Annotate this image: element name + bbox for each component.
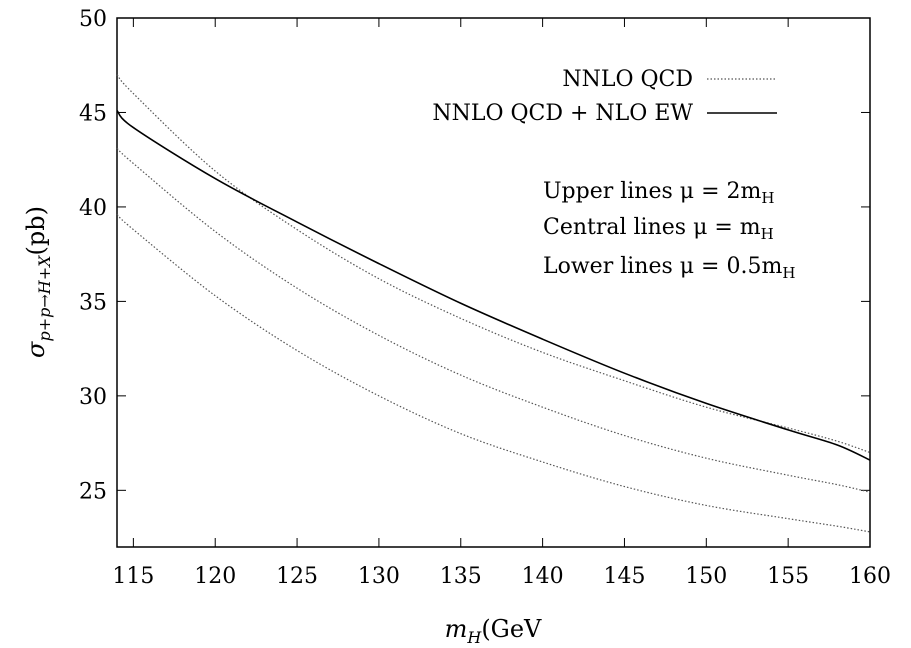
series-central-nnlo-qcd [116, 147, 871, 493]
y-tick-label: 45 [79, 101, 107, 126]
axis-ticks [117, 17, 871, 547]
x-tick-label: 140 [522, 564, 564, 589]
series-group [116, 74, 871, 533]
x-tick-label: 115 [112, 564, 154, 589]
series-lower-nnlo-qcd [116, 214, 871, 533]
x-tick-label: 125 [276, 564, 318, 589]
series-central-nnlo-qcd-nlo-ew [116, 110, 871, 461]
x-tick-label: 135 [440, 564, 482, 589]
y-tick-label: 35 [79, 290, 107, 315]
x-tick-label: 160 [849, 564, 891, 589]
y-tick-label: 40 [79, 196, 107, 221]
x-tick-labels: 115 120 125 130 135 140 145 150 155 160 [112, 564, 891, 589]
y-tick-label: 25 [79, 479, 107, 504]
plot-frame [116, 17, 871, 548]
y-tick-label: 50 [79, 7, 107, 32]
scale-annotations: Upper lines μ = 2mH Central lines μ = mH… [543, 179, 795, 282]
annotation-lower-lines: Lower lines μ = 0.5mH [543, 254, 795, 282]
y-tick-label: 30 [79, 385, 107, 410]
annotation-central-lines: Central lines μ = mH [543, 215, 774, 243]
annotation-upper-lines: Upper lines μ = 2mH [543, 179, 774, 207]
x-tick-label: 150 [685, 564, 727, 589]
x-axis-title: mH(GeV [445, 615, 542, 647]
x-tick-label: 120 [194, 564, 236, 589]
x-tick-label: 145 [603, 564, 645, 589]
y-tick-labels: 25 30 35 40 45 50 [79, 7, 107, 504]
x-tick-label: 155 [767, 564, 809, 589]
y-axis-title: σp+p→H+X(pb) [22, 206, 54, 358]
legend-label-nnlo-qcd: NNLO QCD [562, 67, 693, 92]
legend: NNLO QCD NNLO QCD + NLO EW [432, 67, 777, 126]
x-tick-label: 130 [358, 564, 400, 589]
series-upper-nnlo-qcd [116, 74, 871, 454]
legend-label-nnlo-qcd-nlo-ew: NNLO QCD + NLO EW [432, 101, 693, 126]
